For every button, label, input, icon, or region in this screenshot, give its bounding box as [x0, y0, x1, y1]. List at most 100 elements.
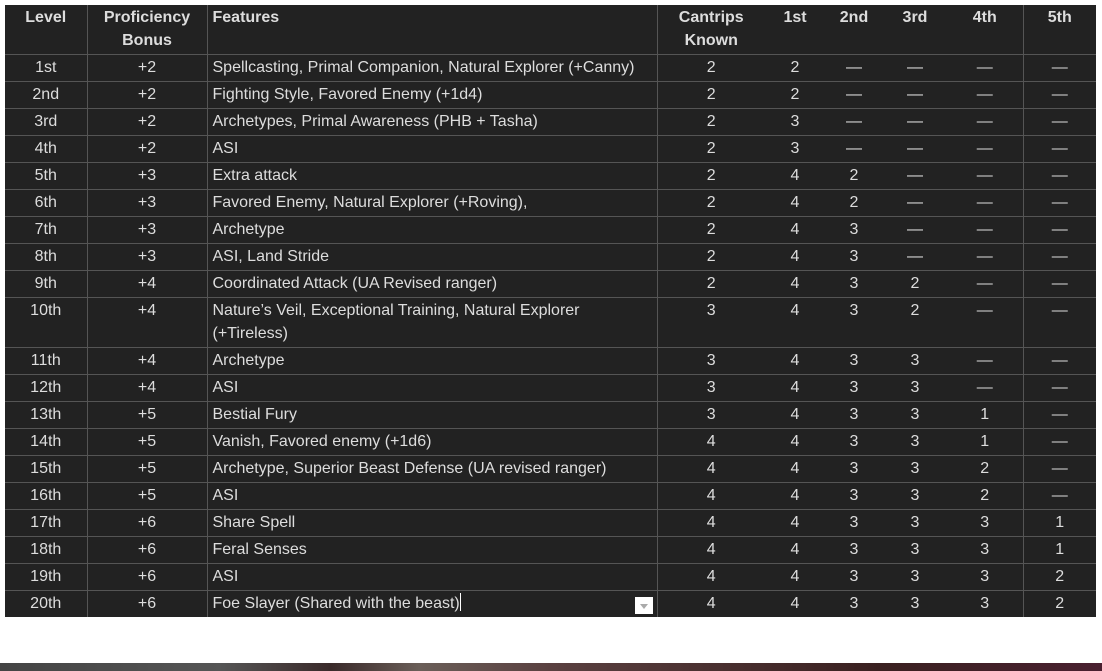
- cell-text: 2: [849, 194, 859, 211]
- cell-slot-5th: 1: [1022, 509, 1096, 537]
- cell-text: 4: [790, 487, 800, 504]
- cell-slot-2nd: 2: [825, 162, 883, 190]
- cell-text: 2: [706, 86, 716, 103]
- cell-text: Share Spell: [212, 514, 296, 531]
- cell-text: —: [1051, 248, 1068, 265]
- cell-features: Extra attack: [206, 162, 657, 190]
- cell-slot-3rd: 3: [883, 428, 947, 456]
- cell-slot-4th: —: [947, 297, 1023, 348]
- cell-text: 3: [790, 140, 800, 157]
- cell-text: —: [976, 194, 993, 211]
- cell-proficiency: +3: [86, 216, 207, 244]
- table-row: 5th +3 Extra attack 2 4 2 — — —: [5, 162, 1096, 190]
- cell-text: Nature’s Veil, Exceptional Training, Nat…: [212, 302, 580, 342]
- cell-text: —: [1051, 352, 1068, 369]
- cell-text: 2: [706, 194, 716, 211]
- cell-text: —: [1051, 406, 1068, 423]
- cell-text: 16th: [30, 487, 62, 504]
- cell-text: —: [976, 352, 993, 369]
- cell-slot-4th: —: [947, 108, 1023, 136]
- cell-features: Nature’s Veil, Exceptional Training, Nat…: [206, 297, 657, 348]
- cell-slot-5th: —: [1022, 270, 1096, 298]
- cell-text: 4: [790, 406, 800, 423]
- cell-slot-2nd: 3: [825, 401, 883, 429]
- cell-proficiency: +6: [86, 563, 207, 591]
- cell-slot-3rd: 3: [883, 455, 947, 483]
- cell-proficiency: +5: [86, 401, 207, 429]
- cell-text: 4: [706, 460, 716, 477]
- cell-slot-2nd: 3: [825, 216, 883, 244]
- cell-text: +6: [137, 541, 157, 558]
- cell-text: 2nd: [32, 86, 60, 103]
- cell-text: 4: [790, 352, 800, 369]
- cell-cantrips: 4: [656, 536, 765, 564]
- cell-text: 3: [849, 568, 859, 585]
- cell-text: —: [976, 59, 993, 76]
- cell-text: ASI: [212, 140, 239, 157]
- cell-slot-4th: 3: [947, 536, 1023, 564]
- cell-text: +2: [137, 113, 157, 130]
- cell-text: 3: [849, 406, 859, 423]
- cell-proficiency: +5: [86, 455, 207, 483]
- cell-level: 2nd: [5, 81, 87, 109]
- cell-text: —: [846, 59, 862, 76]
- cell-cantrips: 3: [656, 297, 765, 348]
- cell-slot-5th: —: [1022, 54, 1096, 82]
- cell-slot-1st: 4: [765, 270, 825, 298]
- cell-slot-1st: 4: [765, 536, 825, 564]
- cell-features: Bestial Fury: [206, 401, 657, 429]
- cell-text: 4th: [34, 140, 57, 157]
- cell-text: Favored Enemy, Natural Explorer (+Roving…: [212, 194, 528, 211]
- cell-proficiency: +4: [86, 374, 207, 402]
- cell-text: —: [1051, 433, 1068, 450]
- cell-features: Spellcasting, Primal Companion, Natural …: [206, 54, 657, 82]
- cell-text: 3: [980, 514, 990, 531]
- cell-proficiency: +6: [86, 536, 207, 564]
- cell-slot-4th: —: [947, 270, 1023, 298]
- cell-dropdown-button[interactable]: [634, 597, 653, 614]
- cell-text: Fighting Style, Favored Enemy (+1d4): [212, 86, 483, 103]
- cell-text: 3: [849, 460, 859, 477]
- header-cantrips: Cantrips Known: [656, 5, 765, 55]
- cell-proficiency: +2: [86, 135, 207, 163]
- table-row: 19th +6 ASI 4 4 3 3 3 2: [5, 563, 1096, 591]
- cell-text: 4: [706, 595, 716, 612]
- cell-slot-1st: 4: [765, 455, 825, 483]
- cell-text: 3: [910, 460, 920, 477]
- cell-text: 2: [910, 302, 920, 319]
- cell-slot-5th: —: [1022, 243, 1096, 271]
- cell-text: +3: [137, 167, 157, 184]
- cell-cantrips: 3: [656, 374, 765, 402]
- cell-proficiency: +4: [86, 297, 207, 348]
- cell-level: 17th: [5, 509, 87, 537]
- header-slot-2nd: 2nd: [839, 9, 869, 26]
- cell-level: 12th: [5, 374, 87, 402]
- cell-text: —: [907, 113, 923, 130]
- cell-slot-3rd: —: [883, 135, 947, 163]
- cell-text: Archetypes, Primal Awareness (PHB + Tash…: [212, 113, 538, 130]
- cell-text: —: [976, 113, 993, 130]
- cell-text: —: [846, 113, 862, 130]
- cell-text: 3: [910, 487, 920, 504]
- cell-slot-1st: 4: [765, 189, 825, 217]
- cell-slot-5th: —: [1022, 428, 1096, 456]
- cell-text: 3: [849, 221, 859, 238]
- cell-features: Coordinated Attack (UA Revised ranger): [206, 270, 657, 298]
- cell-features[interactable]: Foe Slayer (Shared with the beast): [206, 590, 657, 617]
- cell-text: 2: [849, 167, 859, 184]
- cell-level: 1st: [5, 54, 87, 82]
- cell-text: 2: [706, 59, 716, 76]
- cell-text: 4: [790, 433, 800, 450]
- cell-slot-5th: —: [1022, 216, 1096, 244]
- cell-level: 10th: [5, 297, 87, 348]
- table-row: 1st +2 Spellcasting, Primal Companion, Nat…: [5, 54, 1096, 82]
- cell-slot-3rd: 3: [883, 401, 947, 429]
- cell-text: Archetype: [212, 352, 285, 369]
- cell-cantrips: 2: [656, 243, 765, 271]
- cell-slot-3rd: 3: [883, 482, 947, 510]
- cell-text: —: [976, 140, 993, 157]
- cell-slot-3rd: 2: [883, 270, 947, 298]
- cell-text: —: [1051, 59, 1068, 76]
- cell-slot-4th: —: [947, 347, 1023, 375]
- cell-text: 2: [706, 113, 716, 130]
